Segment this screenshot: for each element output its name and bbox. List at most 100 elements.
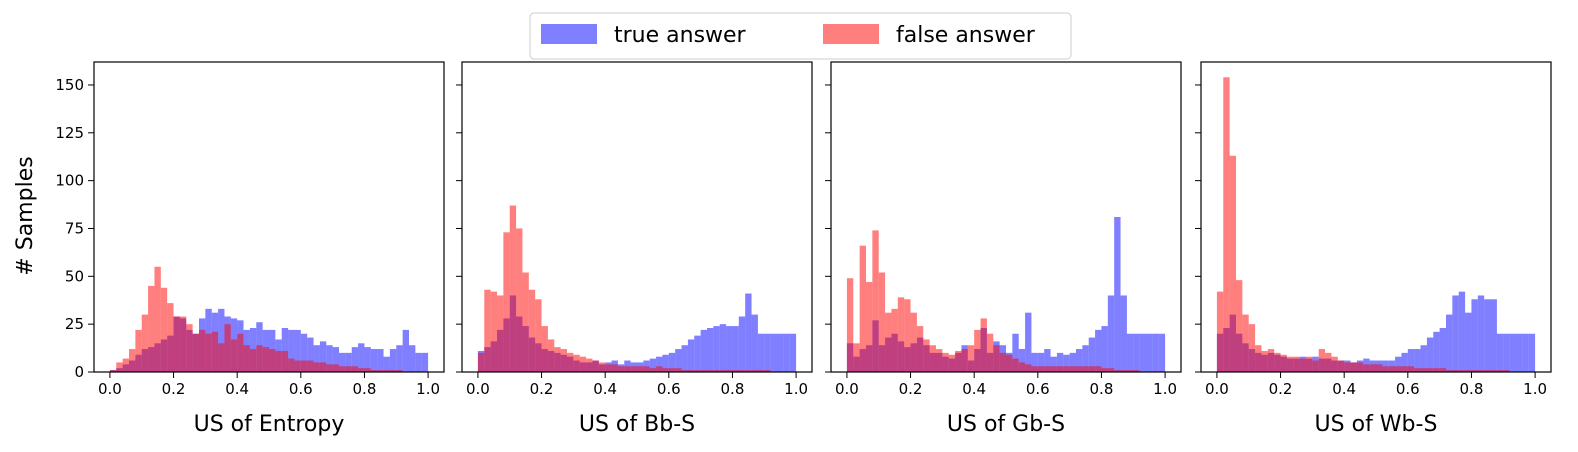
bar-false-answer bbox=[535, 299, 542, 372]
bar-false-answer bbox=[345, 366, 352, 372]
bar-false-answer bbox=[1490, 370, 1497, 372]
bar-true-answer bbox=[1050, 356, 1057, 372]
bar-false-answer bbox=[1426, 368, 1434, 372]
bar-false-answer bbox=[567, 352, 574, 372]
bar-false-answer bbox=[1407, 366, 1415, 372]
bar-false-answer bbox=[1050, 366, 1057, 372]
bar-true-answer bbox=[1490, 299, 1497, 372]
bar-true-answer bbox=[1496, 333, 1504, 372]
bar-false-answer bbox=[173, 316, 180, 372]
x-tick-label: 0.0 bbox=[835, 380, 859, 398]
bar-false-answer bbox=[1069, 366, 1076, 372]
x-tick-label: 0.8 bbox=[721, 380, 745, 398]
legend-box bbox=[529, 12, 1072, 60]
bar-false-answer bbox=[872, 230, 879, 372]
bar-false-answer bbox=[313, 362, 320, 372]
bar-false-answer bbox=[294, 360, 301, 372]
bar-false-answer bbox=[484, 289, 491, 372]
bar-false-answer bbox=[1216, 291, 1224, 372]
bar-false-answer bbox=[675, 368, 682, 372]
bar-true-answer bbox=[1044, 349, 1051, 372]
bar-false-answer bbox=[1344, 362, 1351, 372]
bar-false-answer bbox=[141, 314, 149, 372]
bar-false-answer bbox=[1280, 354, 1287, 372]
bar-false-answer bbox=[1242, 314, 1249, 372]
bar-true-answer bbox=[1012, 333, 1019, 372]
y-tick-label: 100 bbox=[55, 172, 84, 190]
bar-false-answer bbox=[1229, 155, 1236, 372]
bar-true-answer bbox=[409, 345, 416, 372]
bar-false-answer bbox=[1236, 280, 1243, 372]
y-tick-label: 125 bbox=[55, 124, 84, 142]
bar-false-answer bbox=[1133, 370, 1140, 372]
bar-false-answer bbox=[319, 362, 327, 372]
bar-false-answer bbox=[1286, 356, 1294, 372]
bar-false-answer bbox=[1120, 370, 1127, 372]
y-axis-label: # Samples bbox=[13, 156, 38, 275]
bar-false-answer bbox=[1503, 370, 1510, 372]
bar-false-answer bbox=[656, 366, 663, 372]
bar-false-answer bbox=[300, 360, 308, 372]
bar-false-answer bbox=[179, 316, 187, 372]
bar-true-answer bbox=[1025, 312, 1032, 372]
bar-false-answer bbox=[1484, 370, 1491, 372]
bar-true-answer bbox=[757, 333, 765, 372]
bar-false-answer bbox=[509, 205, 517, 372]
bar-false-answer bbox=[528, 289, 536, 372]
bar-true-answer bbox=[1528, 333, 1536, 372]
bar-false-answer bbox=[547, 339, 555, 372]
x-tick-label: 0.8 bbox=[1460, 380, 1484, 398]
bar-true-answer bbox=[1146, 333, 1153, 372]
bar-false-answer bbox=[1012, 358, 1019, 372]
bar-false-answer bbox=[1477, 370, 1485, 372]
bar-false-answer bbox=[1325, 352, 1332, 372]
bar-false-answer bbox=[974, 329, 981, 372]
bar-false-answer bbox=[154, 266, 161, 372]
bar-false-answer bbox=[351, 366, 359, 372]
bar-false-answer bbox=[923, 339, 930, 372]
bar-false-answer bbox=[224, 324, 231, 372]
bar-true-answer bbox=[1395, 356, 1402, 372]
x-tick-label: 0.6 bbox=[657, 380, 681, 398]
bar-true-answer bbox=[732, 326, 739, 372]
bar-true-answer bbox=[751, 314, 758, 372]
bar-false-answer bbox=[1414, 368, 1421, 372]
bar-true-answer bbox=[1465, 312, 1472, 372]
bar-false-answer bbox=[1471, 370, 1478, 372]
bar-false-answer bbox=[986, 333, 994, 372]
histogram-panel-1: 0.0 0.2 0.4 0.6 0.8 1.0 0 25 50 75 100 125 150 US of … bbox=[55, 61, 445, 437]
y-tick-label: 0 bbox=[74, 363, 84, 381]
bar-true-answer bbox=[1458, 291, 1466, 372]
bar-false-answer bbox=[617, 366, 625, 372]
bar-true-answer bbox=[700, 329, 707, 372]
bar-true-answer bbox=[1420, 345, 1427, 372]
x-tick-label: 0.0 bbox=[1205, 380, 1229, 398]
bar-true-answer bbox=[1037, 352, 1045, 372]
bar-false-answer bbox=[605, 364, 612, 372]
bar-false-answer bbox=[129, 349, 136, 372]
bar-true-answer bbox=[1439, 327, 1446, 372]
bar-false-answer bbox=[700, 370, 707, 372]
bar-true-answer bbox=[1477, 295, 1485, 372]
bar-false-answer bbox=[662, 368, 669, 372]
bar-false-answer bbox=[249, 349, 257, 372]
bar-false-answer bbox=[897, 297, 905, 372]
bar-true-answer bbox=[326, 345, 333, 372]
x-tick-label: 0.4 bbox=[225, 380, 249, 398]
axes-frame bbox=[461, 61, 813, 373]
bar-false-answer bbox=[1037, 366, 1045, 372]
bar-false-answer bbox=[738, 370, 746, 372]
bar-false-answer bbox=[256, 345, 263, 372]
bar-true-answer bbox=[1139, 333, 1146, 372]
bar-false-answer bbox=[891, 308, 898, 372]
bar-true-answer bbox=[332, 347, 339, 372]
bar-true-answer bbox=[1095, 329, 1102, 372]
bar-true-answer bbox=[1018, 349, 1026, 372]
bar-false-answer bbox=[1248, 324, 1256, 372]
bar-false-answer bbox=[719, 370, 727, 372]
bar-true-answer bbox=[389, 349, 397, 372]
bar-false-answer bbox=[243, 345, 250, 372]
bar-true-answer bbox=[777, 333, 784, 372]
bar-false-answer bbox=[1439, 368, 1446, 372]
bar-false-answer bbox=[573, 354, 580, 372]
